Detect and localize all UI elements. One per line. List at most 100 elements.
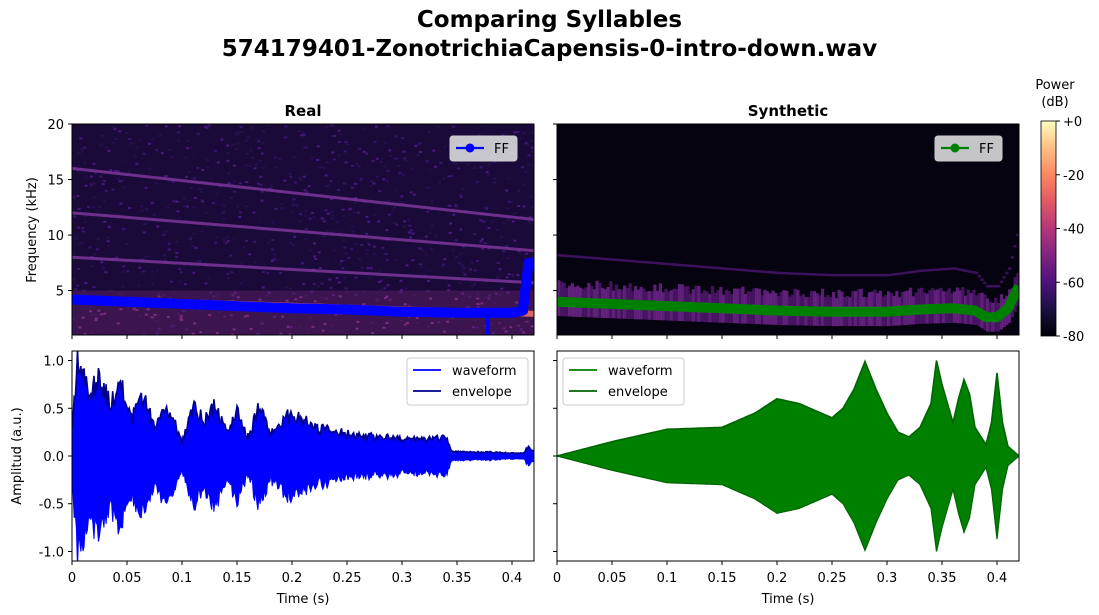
noise-cell bbox=[142, 270, 146, 273]
colorbar-tick-label: -60 bbox=[1063, 276, 1084, 291]
noise-cell bbox=[360, 244, 364, 246]
noise-cell bbox=[182, 264, 186, 267]
noise-cell bbox=[298, 326, 302, 329]
noise-cell bbox=[517, 324, 521, 327]
noise-cell bbox=[292, 292, 296, 295]
synthetic-waveform-panel: 0 0.05 0.1 0.15 0.2 0.25 0.3 0.35 0.4 Time (s) w… bbox=[553, 335, 1020, 607]
synthetic-waveform-area bbox=[557, 360, 1019, 552]
synthetic-harmonic-cell bbox=[595, 257, 599, 260]
noise-cell bbox=[465, 164, 469, 166]
noise-cell bbox=[378, 269, 382, 272]
noise-cell bbox=[498, 269, 502, 272]
noise-cell bbox=[385, 295, 389, 298]
harmonic-line bbox=[72, 255, 534, 285]
noise-cell bbox=[222, 211, 226, 214]
noise-cell bbox=[481, 247, 484, 250]
noise-cell bbox=[362, 303, 366, 306]
real-spectrogram-panel: Real 5 10 15 20 Frequency (kHz) FF bbox=[25, 102, 557, 336]
noise-cell bbox=[142, 224, 146, 227]
noise-cell bbox=[307, 218, 311, 221]
synthetic-harmonic-cell bbox=[793, 272, 797, 275]
noise-cell bbox=[493, 177, 497, 180]
noise-cell bbox=[479, 166, 483, 169]
noise-cell bbox=[421, 210, 425, 213]
noise-cell bbox=[270, 183, 273, 186]
noise-cell bbox=[284, 286, 288, 289]
noise-cell bbox=[143, 241, 146, 244]
noise-cell bbox=[256, 173, 259, 176]
noise-cell bbox=[341, 267, 345, 270]
noise-cell bbox=[122, 228, 126, 231]
noise-cell bbox=[505, 276, 509, 279]
noise-cell bbox=[183, 207, 187, 210]
noise-cell bbox=[148, 257, 152, 260]
noise-cell bbox=[425, 239, 429, 242]
noise-cell bbox=[338, 141, 342, 143]
noise-cell bbox=[265, 312, 269, 315]
noise-cell bbox=[469, 268, 472, 271]
noise-cell bbox=[529, 177, 533, 179]
noise-cell bbox=[302, 283, 306, 286]
x-tick-label: 0.1 bbox=[172, 571, 193, 586]
noise-cell bbox=[516, 219, 519, 222]
noise-cell bbox=[140, 258, 144, 261]
x-tick-label: 0.05 bbox=[598, 571, 627, 586]
noise-cell bbox=[399, 279, 403, 282]
noise-cell bbox=[95, 248, 99, 251]
noise-cell bbox=[239, 273, 243, 276]
noise-cell bbox=[78, 242, 82, 245]
noise-cell bbox=[386, 125, 390, 128]
noise-cell bbox=[214, 151, 218, 154]
noise-cell bbox=[389, 269, 393, 272]
noise-cell bbox=[161, 125, 165, 128]
noise-cell bbox=[164, 125, 168, 128]
harmonic-line bbox=[72, 211, 534, 253]
noise-cell bbox=[381, 188, 385, 191]
noise-cell bbox=[290, 260, 294, 263]
noise-cell bbox=[459, 195, 463, 198]
noise-cell bbox=[420, 289, 424, 292]
synthetic-harmonic-cell bbox=[834, 273, 838, 277]
noise-cell bbox=[211, 234, 215, 237]
noise-cell bbox=[236, 142, 240, 145]
noise-cell bbox=[308, 250, 311, 253]
noise-cell bbox=[322, 235, 326, 238]
noise-cell bbox=[258, 298, 262, 301]
noise-cell bbox=[435, 244, 439, 247]
noise-cell bbox=[425, 185, 429, 188]
synthetic-harmonic-cell bbox=[774, 271, 778, 274]
noise-cell bbox=[463, 273, 467, 276]
noise-cell bbox=[304, 215, 308, 218]
noise-cell bbox=[393, 325, 397, 328]
synthetic-harmonic-cell bbox=[925, 269, 929, 272]
y-tick-label: -0.5 bbox=[39, 498, 64, 513]
noise-cell bbox=[262, 151, 266, 154]
noise-cell bbox=[310, 290, 314, 293]
noise-cell bbox=[150, 201, 154, 204]
noise-cell bbox=[201, 169, 205, 171]
noise-cell bbox=[525, 222, 529, 225]
synthetic-harmonic-cell bbox=[865, 273, 869, 277]
noise-cell bbox=[447, 204, 451, 207]
synthetic-harmonic-cell bbox=[898, 272, 902, 275]
noise-cell bbox=[492, 219, 496, 222]
noise-cell bbox=[399, 319, 403, 322]
noise-cell bbox=[395, 223, 399, 226]
synthetic-harmonic-cell bbox=[642, 260, 646, 264]
noise-cell bbox=[348, 208, 352, 211]
noise-cell bbox=[297, 242, 301, 244]
noise-cell bbox=[522, 132, 526, 135]
noise-cell bbox=[485, 171, 489, 173]
noise-cell bbox=[236, 205, 239, 208]
noise-cell bbox=[304, 146, 308, 149]
noise-cell bbox=[470, 261, 474, 264]
noise-cell bbox=[257, 147, 261, 150]
noise-cell bbox=[155, 332, 159, 335]
noise-cell bbox=[121, 285, 125, 288]
noise-cell bbox=[462, 198, 466, 201]
noise-cell bbox=[216, 203, 219, 206]
synthetic-harmonic-cell bbox=[565, 254, 569, 258]
synthetic-harmonic-cell bbox=[906, 271, 910, 274]
noise-cell bbox=[379, 289, 383, 291]
